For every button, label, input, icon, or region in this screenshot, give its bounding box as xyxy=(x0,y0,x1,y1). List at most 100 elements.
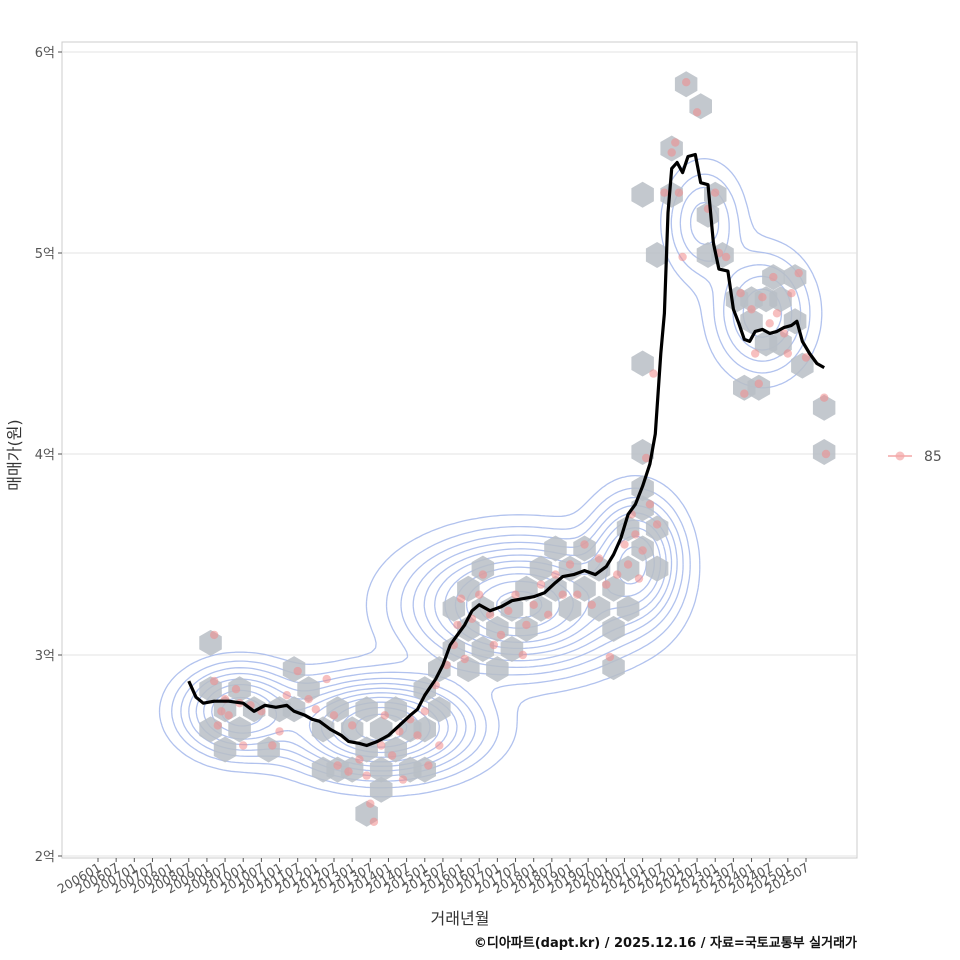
scatter-point xyxy=(344,767,353,776)
trend-line xyxy=(187,152,825,748)
scatter-point xyxy=(239,741,248,750)
scatter-point xyxy=(435,741,444,750)
scatter-point xyxy=(821,449,831,459)
scatter-point xyxy=(380,711,389,720)
scatter-point xyxy=(652,520,662,529)
y-tick-label: 4억 xyxy=(35,448,55,463)
scatter-point xyxy=(573,590,582,599)
scatter-point xyxy=(460,654,469,664)
scatter-point xyxy=(711,188,720,197)
trend-line-layer xyxy=(187,152,825,748)
hexbin xyxy=(645,555,669,582)
hexbin xyxy=(660,181,683,208)
hexbin xyxy=(631,181,654,208)
scatter-point xyxy=(522,620,531,630)
scatter-point xyxy=(638,546,647,555)
scatter-point xyxy=(544,610,553,619)
scatter-point xyxy=(293,666,302,676)
hexbin xyxy=(471,555,495,582)
scatter-point xyxy=(424,761,433,770)
scatter-point xyxy=(801,353,811,362)
scatter-point xyxy=(485,610,495,619)
scatter-point xyxy=(268,741,277,750)
hexbin xyxy=(616,595,640,622)
hexbin xyxy=(602,615,625,642)
scatter-point xyxy=(366,799,375,808)
hexbin xyxy=(500,636,524,662)
scatter-point xyxy=(275,727,284,736)
scatter-point xyxy=(794,268,803,278)
legend-key-85 xyxy=(895,451,905,461)
scatter-point xyxy=(769,272,778,282)
scatter-point xyxy=(613,570,622,579)
y-tick-label: 2억 xyxy=(35,850,55,865)
y-tick-label: 3억 xyxy=(35,649,55,664)
scatter-point xyxy=(529,600,538,609)
scatter-point xyxy=(348,721,357,730)
scatter-point xyxy=(758,293,767,302)
scatter-point xyxy=(645,500,655,509)
hexbin xyxy=(384,696,407,723)
hexbin xyxy=(645,242,669,268)
scatter-point xyxy=(623,560,633,569)
scatter-point xyxy=(475,590,484,599)
x-axis-title: 거래년월 xyxy=(431,909,490,928)
scatter-point xyxy=(631,530,640,539)
hexbin xyxy=(558,595,582,622)
hexbin xyxy=(355,696,378,723)
scatter-point xyxy=(783,349,792,358)
scatter-point xyxy=(453,620,462,630)
scatter-point xyxy=(605,652,615,662)
scatter-point xyxy=(518,650,527,660)
scatter-point xyxy=(721,252,731,262)
plot-panel xyxy=(61,41,858,859)
scatter-point xyxy=(780,329,789,338)
scatter-point xyxy=(674,188,684,197)
scatter-point xyxy=(787,289,796,298)
hexbin xyxy=(486,656,509,683)
scatter-point xyxy=(387,751,397,760)
scatter-point xyxy=(754,379,763,388)
scatter-point xyxy=(747,305,756,314)
scatter-point xyxy=(329,711,339,720)
scatter-point xyxy=(667,148,676,157)
scatter-point xyxy=(772,309,782,318)
scatter-point xyxy=(511,590,520,599)
y-tick-label: 6억 xyxy=(35,46,55,61)
scatter-point xyxy=(322,674,331,684)
scatter-point xyxy=(751,349,760,358)
scatter-point xyxy=(282,691,291,700)
hexbin xyxy=(544,535,567,562)
scatter-point xyxy=(489,640,498,650)
hexbin xyxy=(369,776,393,803)
scatter-point xyxy=(820,393,829,402)
scatter-point xyxy=(311,705,320,714)
hexbin xyxy=(369,756,393,783)
y-axis-title: 매매가(원) xyxy=(5,419,24,490)
scatter-point xyxy=(558,590,567,599)
scatter-point xyxy=(333,761,342,770)
y-tick-label: 5억 xyxy=(35,247,55,262)
scatter-point xyxy=(580,540,589,549)
scatter-point xyxy=(620,540,629,549)
hexbin xyxy=(631,350,654,377)
hexbin xyxy=(529,555,553,582)
scatter-point xyxy=(213,721,222,730)
hexbin xyxy=(769,286,792,313)
scatter-point xyxy=(210,630,219,640)
scatter-point xyxy=(478,570,488,579)
scatter-point xyxy=(224,711,233,720)
hexbin xyxy=(228,716,251,743)
scatter-point xyxy=(231,685,241,694)
scatter-point xyxy=(565,560,575,569)
scatter-point xyxy=(649,369,658,378)
hexbin xyxy=(213,736,237,763)
scatter-point xyxy=(765,319,774,328)
scatter-point xyxy=(456,594,466,603)
scatter-point xyxy=(634,574,644,583)
scatter-point xyxy=(420,707,429,716)
grid-lines xyxy=(61,41,858,859)
scatter-point xyxy=(692,108,702,117)
scatter-point xyxy=(642,453,651,463)
hexbin xyxy=(413,676,436,703)
